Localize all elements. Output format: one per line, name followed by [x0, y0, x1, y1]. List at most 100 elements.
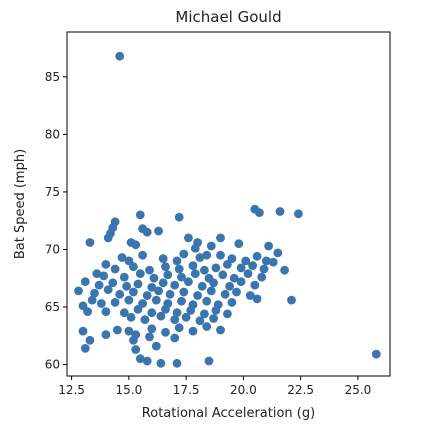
data-point	[151, 341, 161, 351]
data-point	[133, 304, 143, 314]
data-point	[119, 308, 129, 318]
data-point	[223, 309, 232, 319]
data-point	[154, 226, 164, 236]
data-point	[97, 299, 106, 308]
data-point	[124, 326, 134, 336]
data-point	[80, 277, 90, 287]
data-point	[177, 272, 186, 282]
data-point	[101, 307, 111, 316]
data-point	[161, 304, 170, 314]
data-point	[204, 356, 214, 366]
data-point	[119, 272, 129, 282]
data-point	[257, 272, 267, 282]
x-tick-label: 25.0	[345, 383, 372, 397]
data-point	[209, 278, 219, 288]
data-point	[110, 264, 120, 274]
data-point	[250, 280, 260, 290]
data-point	[103, 233, 113, 243]
data-point	[124, 295, 134, 305]
data-point	[129, 287, 138, 297]
data-point	[140, 315, 150, 324]
data-point	[135, 354, 145, 364]
data-point	[223, 260, 232, 269]
data-point	[174, 323, 184, 333]
plot-frame	[66, 31, 391, 377]
data-point	[197, 281, 207, 291]
data-point	[232, 287, 241, 297]
data-point	[184, 277, 193, 287]
data-point	[135, 269, 145, 278]
data-point	[149, 273, 159, 283]
data-point	[275, 207, 285, 216]
data-point	[163, 270, 173, 280]
y-tick-label: 60	[45, 357, 60, 371]
data-point	[234, 239, 244, 249]
y-tick-label: 85	[45, 70, 60, 84]
data-point	[179, 249, 189, 259]
data-point	[179, 287, 189, 297]
data-point	[216, 233, 225, 243]
data-point	[252, 294, 262, 304]
data-point	[161, 327, 170, 337]
data-point	[87, 295, 97, 305]
data-point	[287, 295, 296, 305]
data-point	[133, 279, 143, 289]
x-axis-ticks: 12.5 15.0 17.5 20.0 22.5 25.0	[58, 376, 371, 397]
data-point	[85, 335, 95, 345]
data-point	[115, 289, 125, 299]
data-point	[202, 250, 212, 260]
data-point	[216, 250, 225, 260]
data-point	[202, 296, 212, 306]
data-point	[131, 240, 141, 250]
data-point	[227, 298, 237, 307]
data-point	[241, 256, 251, 266]
data-point	[78, 326, 88, 336]
data-point	[229, 273, 239, 283]
data-point	[193, 291, 203, 300]
data-point	[206, 286, 216, 296]
data-point	[188, 326, 198, 336]
data-point	[280, 265, 289, 275]
data-point	[181, 312, 191, 322]
data-point	[172, 358, 182, 368]
data-point	[188, 261, 198, 270]
data-point	[129, 262, 138, 272]
data-point	[236, 263, 246, 273]
data-point	[135, 210, 145, 220]
data-point	[74, 286, 83, 296]
data-point	[129, 335, 138, 345]
data-point	[156, 311, 166, 321]
x-tick-label: 12.5	[58, 383, 85, 397]
data-point	[108, 278, 118, 288]
data-point	[158, 278, 168, 288]
y-axis-ticks: 60 65 70 75 80 85	[45, 70, 67, 371]
data-point	[255, 208, 264, 218]
data-point	[145, 265, 154, 275]
y-tick-label: 70	[45, 242, 60, 256]
data-point	[147, 283, 157, 292]
data-point	[294, 209, 303, 219]
data-point	[174, 264, 184, 274]
data-point	[165, 289, 175, 299]
data-point	[99, 271, 109, 281]
data-point	[200, 265, 209, 275]
y-tick-label: 80	[45, 127, 60, 141]
data-point	[138, 250, 148, 260]
data-point	[206, 241, 216, 251]
data-point	[131, 345, 141, 354]
y-tick-label: 65	[45, 300, 60, 314]
data-point	[174, 212, 184, 222]
data-point	[101, 260, 111, 269]
x-tick-label: 17.5	[173, 383, 200, 397]
data-point	[245, 291, 255, 300]
data-point	[158, 254, 168, 263]
data-point	[126, 312, 136, 322]
data-point	[122, 281, 131, 291]
data-point	[170, 280, 180, 290]
data-point	[259, 264, 269, 274]
data-point	[186, 306, 196, 315]
data-point	[243, 269, 253, 278]
data-point	[172, 308, 182, 318]
data-point	[156, 358, 166, 368]
